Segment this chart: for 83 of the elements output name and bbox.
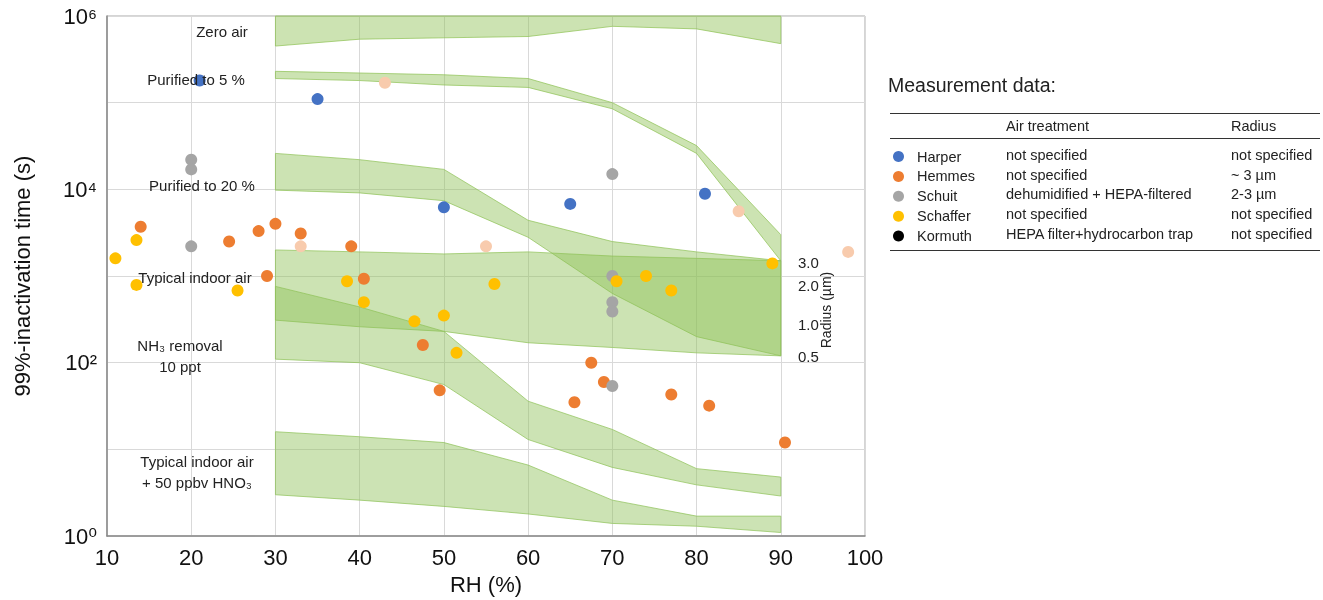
text: not specified bbox=[1231, 147, 1313, 163]
point bbox=[665, 284, 678, 297]
annotation: Typical indoor air + 50 ppbv HNO₃ bbox=[140, 453, 254, 491]
point bbox=[606, 168, 619, 181]
x-tick-label: 50 bbox=[431, 544, 457, 570]
x-tick-label: 80 bbox=[684, 544, 709, 570]
point bbox=[703, 399, 716, 412]
legend-label: Schaffer bbox=[917, 208, 971, 225]
legend-label: Kormuth bbox=[917, 228, 972, 245]
annotation: 0.5 bbox=[798, 347, 819, 365]
y-tick-label: 10⁶ bbox=[63, 3, 97, 29]
y-tick-label: 10² bbox=[65, 350, 97, 376]
point bbox=[480, 240, 492, 253]
point bbox=[732, 205, 745, 218]
text: Measurement data: bbox=[888, 74, 1057, 96]
point bbox=[223, 235, 236, 248]
point bbox=[294, 240, 307, 253]
point bbox=[640, 270, 653, 283]
annotation: Zero air bbox=[196, 22, 248, 40]
point bbox=[269, 217, 282, 230]
x-tick-label: 40 bbox=[347, 544, 372, 570]
text: not specified bbox=[1006, 166, 1088, 183]
text: Air treatment bbox=[1006, 118, 1089, 134]
point bbox=[433, 384, 446, 397]
point bbox=[134, 220, 147, 233]
point bbox=[779, 436, 791, 449]
text: not specified bbox=[1006, 147, 1088, 163]
annotation: 3.0 bbox=[798, 253, 819, 271]
legend-label: Schuit bbox=[917, 188, 958, 205]
point bbox=[185, 163, 198, 176]
point bbox=[357, 272, 370, 285]
point bbox=[341, 275, 354, 288]
point bbox=[842, 245, 855, 258]
annotation: Purified to 20 % bbox=[149, 176, 255, 194]
text: Radius bbox=[1231, 118, 1277, 134]
point bbox=[606, 379, 619, 392]
point bbox=[345, 240, 358, 253]
x-tick-label: 100 bbox=[846, 544, 884, 570]
point bbox=[450, 346, 463, 359]
text: not specified bbox=[1231, 206, 1313, 223]
point bbox=[585, 356, 598, 369]
point bbox=[311, 93, 324, 106]
point bbox=[357, 296, 370, 309]
x-axis-title: RH (%) bbox=[449, 571, 523, 597]
text: not specified bbox=[1006, 206, 1088, 223]
point bbox=[408, 315, 421, 328]
point bbox=[665, 388, 678, 401]
point bbox=[261, 270, 274, 283]
y-axis-title: 99%-inactivation time (s) bbox=[9, 155, 35, 397]
text: 2-3 µm bbox=[1231, 186, 1277, 203]
x-tick-label: 30 bbox=[263, 544, 288, 570]
x-tick-label: 70 bbox=[600, 544, 625, 570]
annotation: NH₃ removal 10 ppt bbox=[137, 337, 223, 375]
text: dehumidified + HEPA-filtered bbox=[1006, 186, 1192, 203]
x-tick-label: 60 bbox=[515, 544, 541, 570]
annotation: 2.0 bbox=[798, 276, 819, 294]
point bbox=[488, 277, 501, 290]
annotation: Typical indoor air bbox=[138, 268, 252, 286]
point bbox=[252, 225, 265, 238]
point bbox=[698, 187, 711, 200]
point bbox=[378, 76, 391, 89]
point bbox=[568, 396, 581, 409]
text: ~ 3 µm bbox=[1231, 166, 1277, 183]
y2-axis-title: Radius (µm) bbox=[818, 271, 834, 349]
x-tick-label: 90 bbox=[768, 544, 794, 570]
point bbox=[564, 197, 577, 210]
y-tick-label: 10⁴ bbox=[63, 176, 97, 202]
legend-label: Hemmes bbox=[917, 168, 976, 185]
annotation: 1.0 bbox=[798, 315, 819, 333]
point bbox=[416, 339, 429, 352]
text: HEPA filter+hydrocarbon trap bbox=[1006, 225, 1194, 242]
legend-label: Harper bbox=[917, 148, 962, 165]
point bbox=[437, 201, 450, 214]
x-tick-label: 20 bbox=[178, 544, 204, 570]
text: not specified bbox=[1231, 225, 1313, 242]
point bbox=[437, 309, 450, 322]
point bbox=[610, 275, 623, 288]
point bbox=[294, 227, 307, 240]
point bbox=[231, 284, 244, 297]
point bbox=[766, 257, 779, 270]
point bbox=[109, 252, 122, 265]
point bbox=[130, 234, 143, 247]
point bbox=[185, 240, 198, 253]
